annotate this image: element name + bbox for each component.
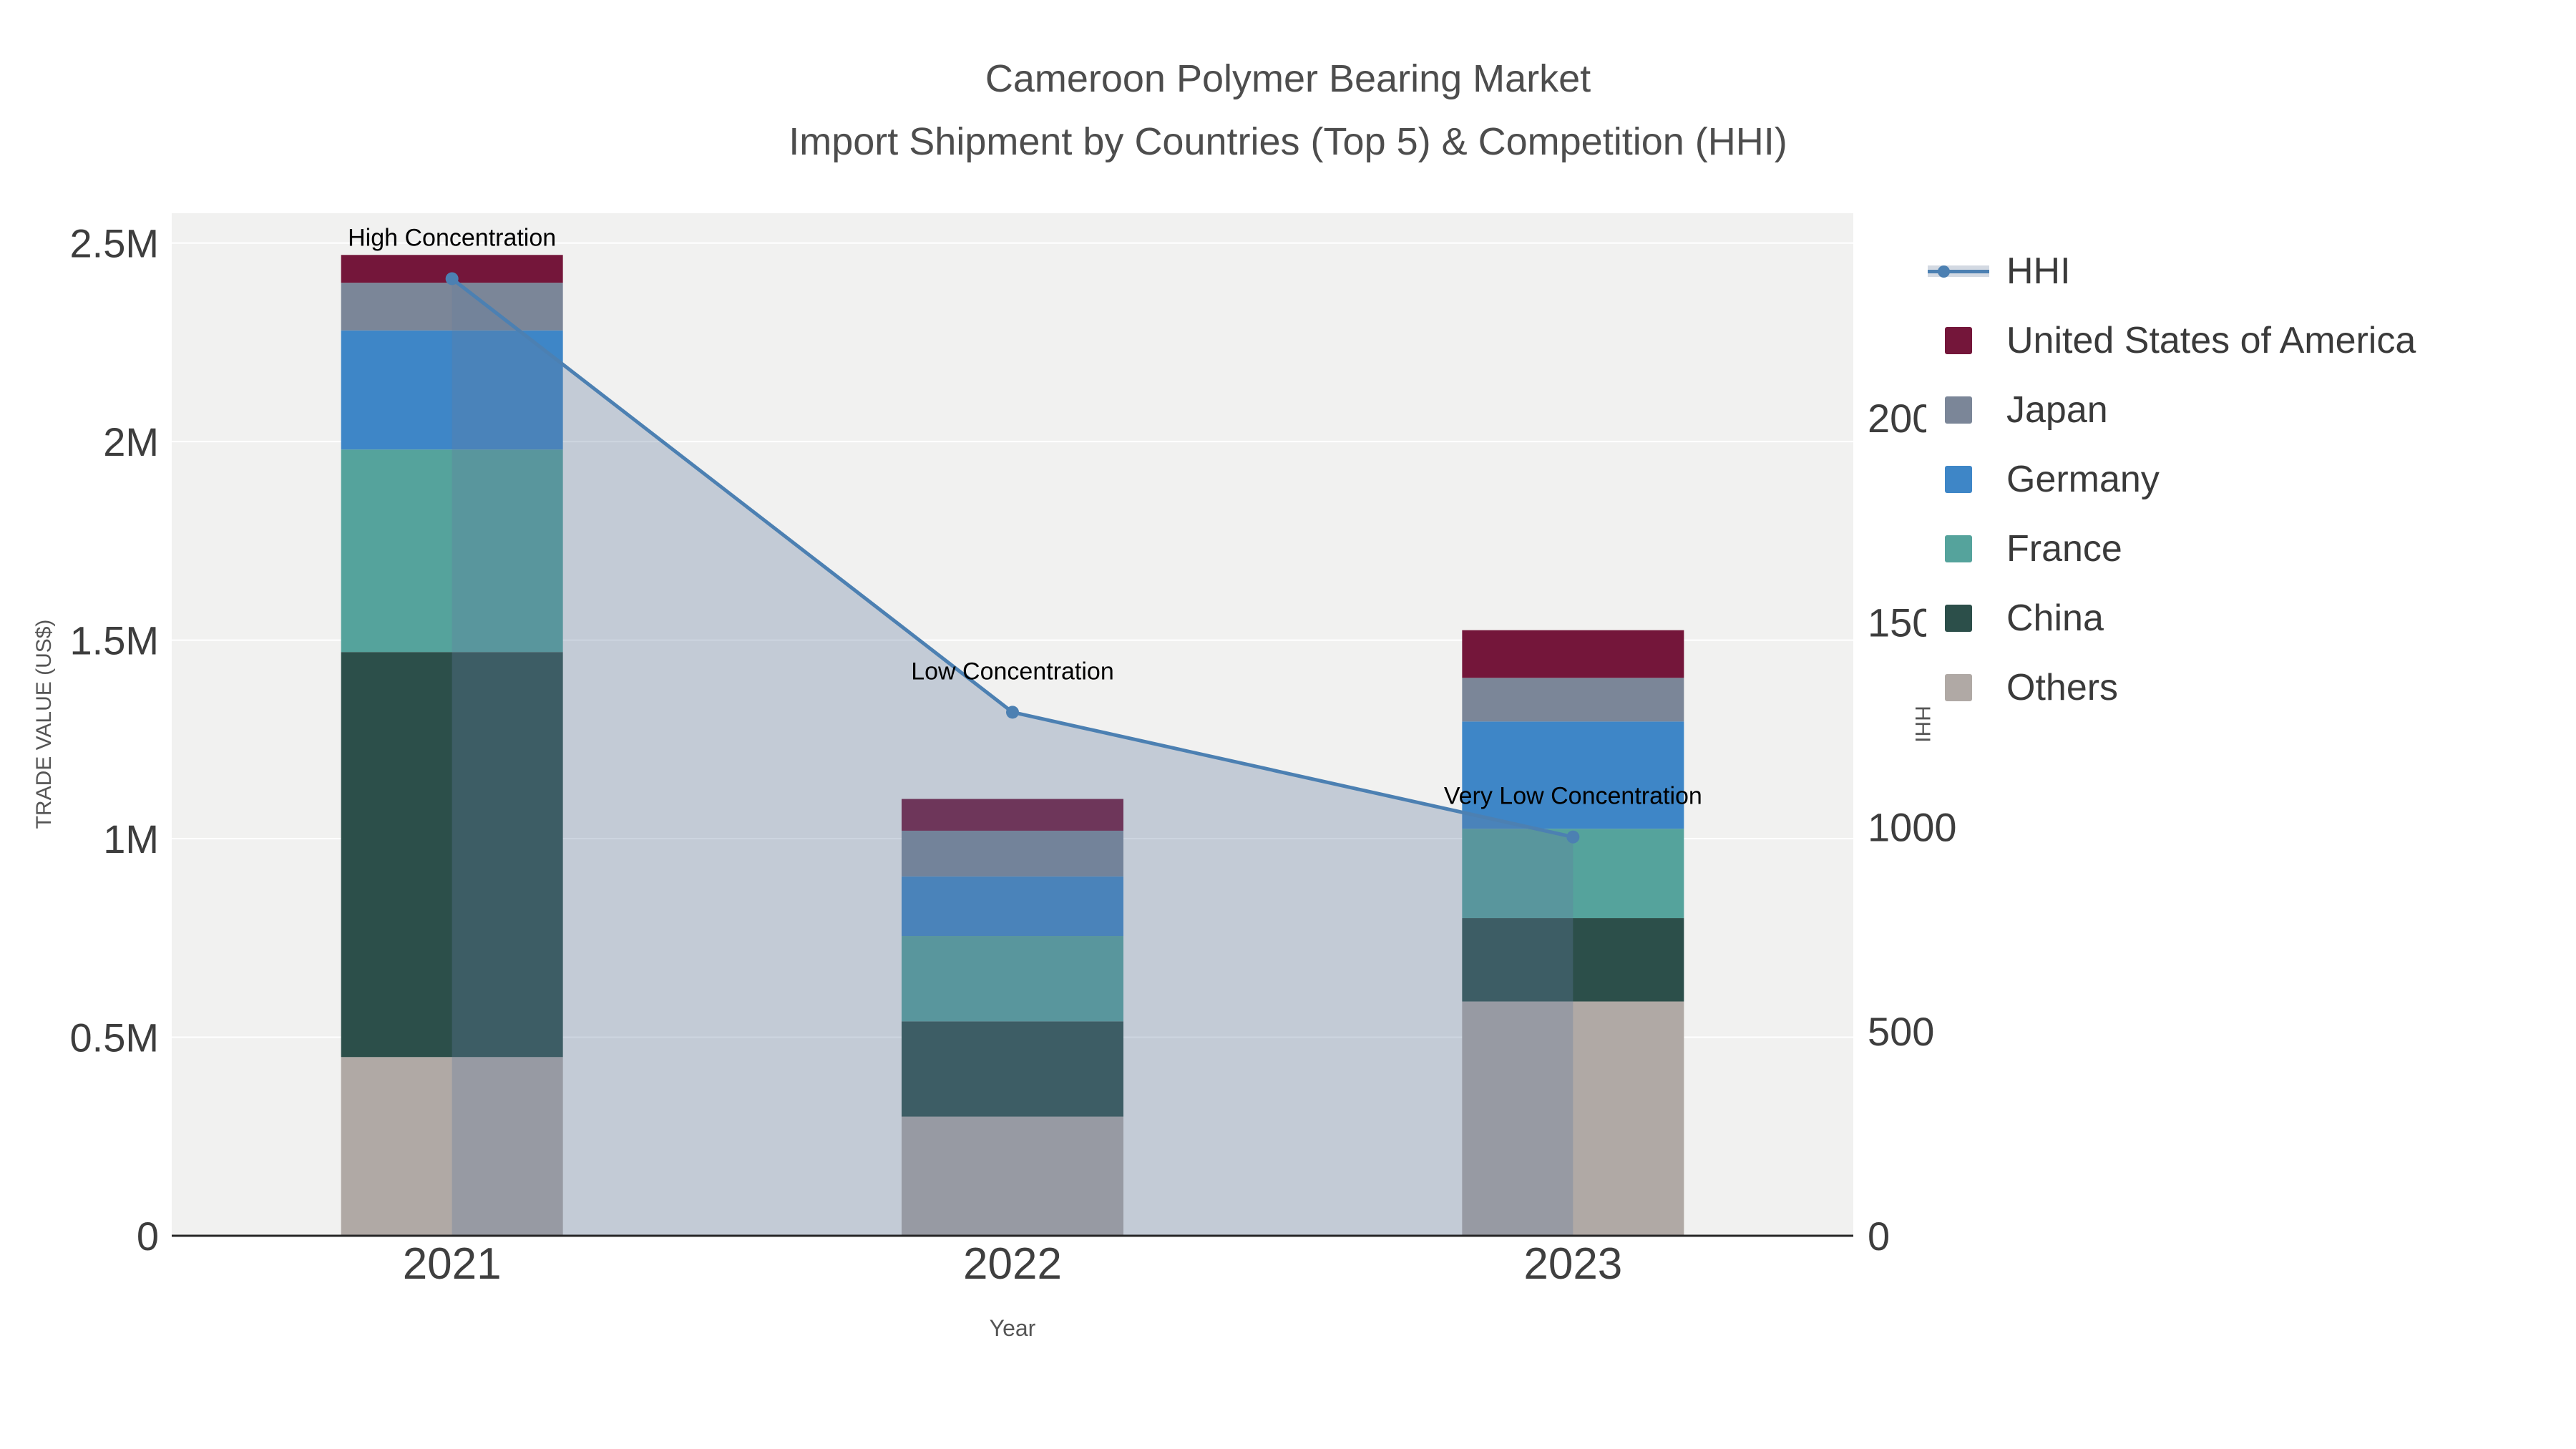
legend-item-hhi[interactable]: HHI: [1926, 236, 2556, 306]
legend-label-china: China: [2006, 597, 2104, 639]
bar-segment-france-2023: [1462, 829, 1684, 919]
chart-title: Cameroon Polymer Bearing Market Import S…: [0, 47, 2576, 173]
bar-segment-japan-2023: [1462, 678, 1684, 722]
legend-item-china[interactable]: China: [1926, 583, 2556, 653]
y-axis-title-left: TRADE VALUE (US$): [32, 619, 56, 829]
y1-tick-label: 2.5M: [70, 221, 160, 266]
x-tick-label-2023: 2023: [1523, 1239, 1622, 1289]
bar-segment-germany-2023: [1462, 721, 1684, 829]
hhi-marker: [445, 272, 459, 286]
legend-item-germany[interactable]: Germany: [1926, 444, 2556, 514]
legend-label-others: Others: [2006, 666, 2119, 708]
bar-segment-germany-2021: [341, 330, 563, 450]
legend-item-japan[interactable]: Japan: [1926, 375, 2556, 444]
legend-label-germany: Germany: [2006, 458, 2160, 500]
legend-label-united-states-of-america: United States of America: [2006, 319, 2416, 361]
hhi-area: [452, 278, 1574, 1236]
y2-tick-label: 0: [1868, 1214, 1890, 1259]
legend-item-others[interactable]: Others: [1926, 653, 2556, 722]
legend: HHI United States of America Japan Germany F…: [1926, 236, 2556, 722]
legend-label-japan: Japan: [2006, 389, 2108, 431]
y1-tick-label: 0.5M: [70, 1015, 160, 1060]
legend-swatch-icon: [1926, 322, 1991, 359]
bar-segment-japan-2022: [902, 830, 1123, 877]
legend-line-stroke: [1928, 269, 1989, 273]
y1-tick-label: 1.5M: [70, 618, 160, 663]
legend-line-icon: [1926, 253, 1991, 290]
legend-swatch: [1945, 535, 1972, 562]
bar-segment-united-states-of-america-2023: [1462, 630, 1684, 678]
legend-label-hhi: HHI: [2006, 250, 2071, 292]
legend-swatch: [1945, 465, 1972, 493]
y1-tick-label: 2M: [103, 419, 159, 464]
legend-line-marker: [1938, 265, 1950, 278]
legend-swatch: [1945, 673, 1972, 701]
x-tick-label-2021: 2021: [403, 1239, 502, 1289]
legend-item-united-states-of-america[interactable]: United States of America: [1926, 306, 2556, 375]
annotation-3: Very Low Concentration: [1444, 783, 1702, 810]
chart-title-line1: Cameroon Polymer Bearing Market: [985, 57, 1591, 100]
bar-segment-others-2021: [341, 1057, 563, 1236]
hhi-marker: [1566, 830, 1580, 844]
y1-tick-label: 1M: [103, 816, 159, 862]
y1-tick-label: 0: [137, 1214, 159, 1259]
y2-tick-label: 1000: [1868, 804, 1957, 849]
legend-swatch: [1945, 604, 1972, 632]
bar-segment-france-2021: [341, 449, 563, 653]
bar-segment-united-states-of-america-2022: [902, 799, 1123, 831]
x-tick-label-2022: 2022: [963, 1239, 1062, 1289]
annotation-2: Low Concentration: [911, 658, 1114, 685]
bar-segment-others-2022: [902, 1116, 1123, 1236]
legend-item-france[interactable]: France: [1926, 514, 2556, 583]
y2-tick-label: 500: [1868, 1009, 1934, 1054]
legend-swatch: [1945, 326, 1972, 354]
y-axis-title-right: HHI: [1911, 706, 1934, 743]
legend-swatch-icon: [1926, 391, 1991, 429]
x-axis-title: Year: [989, 1315, 1036, 1341]
bar-segment-china-2022: [902, 1021, 1123, 1117]
bar-segment-france-2022: [902, 936, 1123, 1022]
hhi-marker: [1006, 706, 1019, 719]
bar-segment-japan-2021: [341, 283, 563, 331]
legend-swatch-icon: [1926, 669, 1991, 706]
bar-segment-china-2021: [341, 652, 563, 1058]
annotation-1: High Concentration: [348, 224, 556, 251]
chart-title-line2: Import Shipment by Countries (Top 5) & C…: [789, 120, 1787, 163]
bar-segment-china-2023: [1462, 918, 1684, 1002]
legend-swatch-icon: [1926, 530, 1991, 567]
legend-swatch-icon: [1926, 461, 1991, 498]
bar-segment-others-2023: [1462, 1001, 1684, 1236]
legend-swatch-icon: [1926, 600, 1991, 637]
bar-segment-germany-2022: [902, 876, 1123, 937]
legend-label-france: France: [2006, 527, 2122, 570]
legend-swatch: [1945, 396, 1972, 424]
